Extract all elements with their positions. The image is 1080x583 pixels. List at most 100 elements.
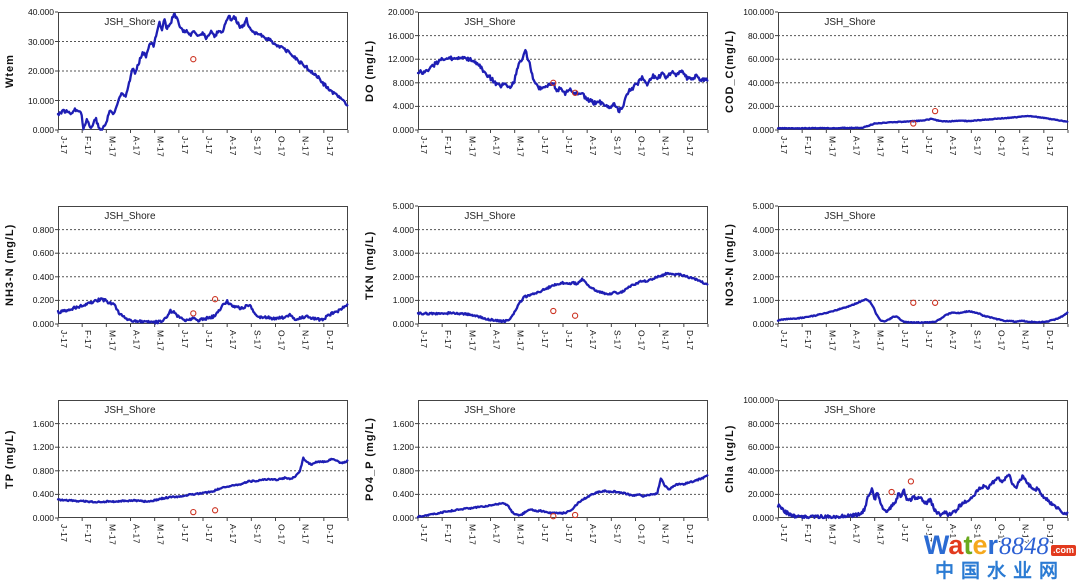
watermark-letter: W — [923, 530, 949, 560]
x-tick-label: J-17 — [539, 330, 550, 349]
watermark-letter: r — [987, 530, 998, 560]
series-line — [776, 298, 1069, 325]
x-tick-label: N-17 — [660, 524, 671, 545]
y-tick-label: 0.000 — [752, 513, 774, 523]
series-line — [416, 474, 709, 519]
x-tick-label: O-17 — [276, 524, 287, 545]
series-line — [56, 12, 349, 131]
x-tick-label: M-17 — [107, 330, 118, 352]
x-tick-label: M-17 — [467, 524, 478, 546]
watermark-brand-number: 8848 — [998, 533, 1049, 560]
x-tick-label: F-17 — [803, 524, 814, 544]
x-tick-label: J-17 — [779, 524, 790, 543]
x-tick-label: A-17 — [588, 330, 599, 350]
plot-area: JSH_Shore — [775, 11, 1069, 133]
x-tick-label: J-17 — [419, 330, 430, 349]
y-tick-label: 8.000 — [392, 77, 414, 88]
watermark-brand-letters: Water — [924, 532, 998, 559]
series-line — [416, 271, 709, 324]
x-tick-label: F-17 — [803, 136, 814, 156]
chart-cell: PO4_P (mg/L) JSH_Shore 0.000 0.400 0.800 1.… — [360, 388, 720, 582]
chart-svg — [415, 400, 709, 521]
x-tick-label: A-17 — [131, 524, 142, 544]
x-tick-label: D-17 — [684, 330, 695, 351]
x-tick-label: D-17 — [684, 524, 695, 545]
sample-marker — [907, 478, 915, 485]
station-label: JSH_Shore — [824, 405, 876, 416]
y-tick-label: 0.000 — [32, 513, 54, 523]
series-line — [56, 297, 349, 325]
x-tick-label: S-17 — [972, 330, 983, 350]
y-tick-label: 100.000 — [743, 7, 774, 17]
x-tick-label: S-17 — [972, 136, 983, 156]
plot-area: JSH_Shore — [55, 400, 349, 521]
series-line — [776, 473, 1069, 520]
y-tick-label: 0.400 — [32, 489, 54, 500]
sample-marker — [550, 513, 557, 520]
y-tick-label: 0.000 — [32, 125, 54, 135]
y-tick-label: 0.400 — [392, 489, 414, 500]
y-tick-label: 0.600 — [32, 248, 54, 259]
x-tick-label: A-17 — [131, 136, 142, 156]
chart-svg — [775, 205, 1069, 327]
y-tick-label: 4.000 — [392, 101, 414, 112]
chart-cell: DO (mg/L) JSH_Shore 0.000 4.000 8.000 12.00… — [360, 0, 720, 194]
x-tick-label: J-17 — [179, 524, 190, 543]
x-tick-label: M-17 — [155, 136, 166, 158]
y-tick-label: 0.800 — [392, 465, 414, 476]
y-tick-label: 20.000 — [748, 101, 774, 112]
chart-svg — [55, 400, 349, 521]
x-tick-label: S-17 — [252, 330, 263, 350]
y-tick-label: 1.000 — [392, 295, 414, 306]
x-tick-label: O-17 — [996, 524, 1007, 545]
station-label: JSH_Shore — [464, 405, 516, 416]
y-tick-label: 0.000 — [392, 319, 414, 329]
y-tick-label: 2.000 — [752, 271, 774, 282]
y-tick-label: 16.000 — [388, 30, 414, 41]
x-tick-label: M-17 — [467, 330, 478, 352]
chart-svg — [415, 205, 709, 327]
x-tick-label: F-17 — [83, 524, 94, 544]
y-tick-label: 5.000 — [392, 201, 414, 211]
y-tick-label: 1.200 — [32, 442, 54, 453]
x-tick-label: J-17 — [179, 136, 190, 155]
plot-area: JSH_Shore — [55, 206, 349, 327]
x-tick-label: J-17 — [59, 330, 70, 349]
chart-cell: COD_C(mg/L) JSH_Shore 0.000 20.000 40.000 6… — [720, 0, 1080, 194]
x-tick-label: A-17 — [851, 524, 862, 544]
x-tick-label: F-17 — [83, 136, 94, 156]
x-tick-label: J-17 — [564, 136, 575, 155]
x-tick-label: M-17 — [875, 524, 886, 546]
y-tick-label: 40.000 — [28, 7, 54, 17]
x-tick-label: A-17 — [948, 136, 959, 156]
station-label: JSH_Shore — [104, 17, 156, 28]
y-tick-label: 40.000 — [748, 77, 774, 88]
y-tick-label: 1.600 — [392, 418, 414, 429]
x-tick-label: S-17 — [972, 524, 983, 544]
y-tick-label: 80.000 — [748, 30, 774, 41]
station-label: JSH_Shore — [104, 211, 156, 222]
y-tick-label: 80.000 — [748, 418, 774, 429]
plot-area: JSH_Shore — [415, 11, 709, 133]
y-tick-label: 60.000 — [748, 54, 774, 65]
sample-marker — [931, 107, 939, 115]
watermark-letter: t — [963, 530, 973, 560]
y-tick-label: 0.000 — [392, 125, 414, 135]
x-tick-label: N-17 — [300, 524, 311, 545]
x-tick-label: J-17 — [179, 330, 190, 349]
y-tick-label: 5.000 — [752, 201, 774, 211]
chart-cell: Chla (ug/L) JSH_Shore 0.000 20.000 40.000 6… — [720, 388, 1080, 582]
x-tick-label: A-17 — [948, 330, 959, 350]
y-tick-label: 0.400 — [32, 271, 54, 282]
x-tick-label: A-17 — [491, 330, 502, 350]
x-tick-label: N-17 — [660, 330, 671, 351]
x-tick-label: J-17 — [779, 330, 790, 349]
sample-marker — [571, 312, 579, 319]
chart-cell: Wtem JSH_Shore 0.000 10.000 20.000 30.000 40… — [0, 0, 360, 194]
x-tick-label: J-17 — [204, 136, 215, 155]
x-tick-label: F-17 — [83, 330, 94, 350]
x-tick-label: M-17 — [515, 136, 526, 158]
watermark-letter: a — [948, 530, 964, 560]
x-tick-label: D-17 — [684, 136, 695, 157]
